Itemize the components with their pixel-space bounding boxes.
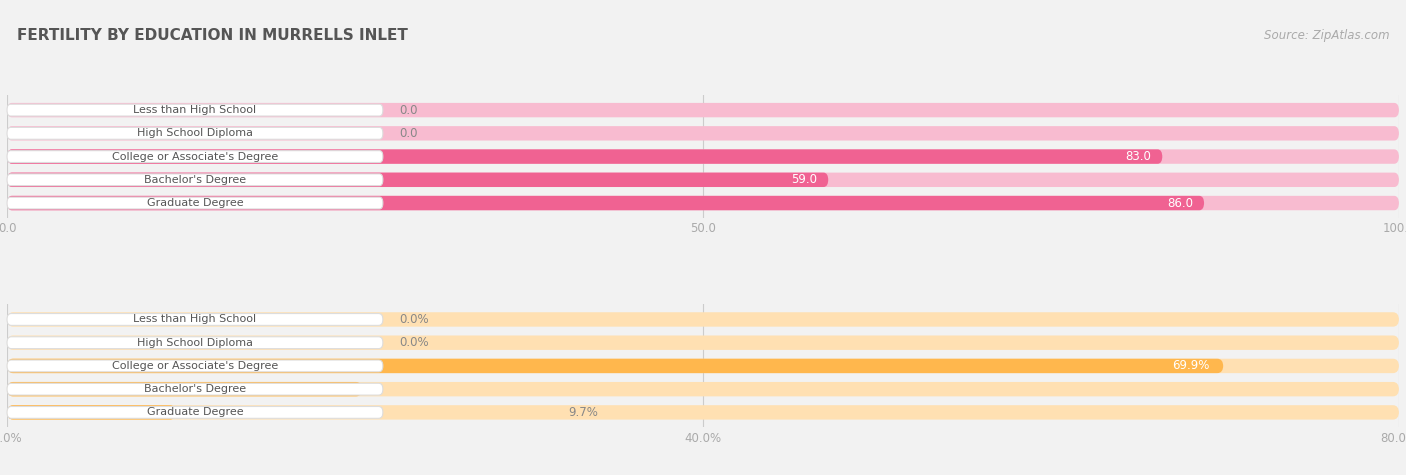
FancyBboxPatch shape [7, 196, 1204, 210]
FancyBboxPatch shape [7, 382, 361, 396]
Text: 0.0%: 0.0% [399, 336, 429, 349]
FancyBboxPatch shape [7, 382, 1399, 396]
Text: Graduate Degree: Graduate Degree [146, 198, 243, 208]
FancyBboxPatch shape [7, 337, 382, 349]
Text: High School Diploma: High School Diploma [136, 338, 253, 348]
FancyBboxPatch shape [7, 127, 382, 139]
Text: Less than High School: Less than High School [134, 314, 256, 324]
Text: Graduate Degree: Graduate Degree [146, 408, 243, 418]
FancyBboxPatch shape [7, 405, 176, 419]
FancyBboxPatch shape [7, 174, 382, 186]
FancyBboxPatch shape [7, 104, 382, 116]
FancyBboxPatch shape [7, 197, 382, 209]
FancyBboxPatch shape [7, 312, 1399, 327]
FancyBboxPatch shape [7, 103, 1399, 117]
FancyBboxPatch shape [7, 405, 1399, 419]
FancyBboxPatch shape [7, 407, 382, 418]
FancyBboxPatch shape [7, 172, 1399, 187]
FancyBboxPatch shape [7, 335, 1399, 350]
FancyBboxPatch shape [7, 196, 1399, 210]
FancyBboxPatch shape [7, 359, 1399, 373]
Text: 86.0: 86.0 [1167, 197, 1192, 209]
Text: College or Associate's Degree: College or Associate's Degree [112, 152, 278, 162]
FancyBboxPatch shape [7, 149, 1163, 164]
Text: High School Diploma: High School Diploma [136, 128, 253, 138]
FancyBboxPatch shape [7, 314, 382, 325]
FancyBboxPatch shape [7, 149, 1399, 164]
Text: Bachelor's Degree: Bachelor's Degree [143, 175, 246, 185]
FancyBboxPatch shape [7, 359, 1223, 373]
Text: 9.7%: 9.7% [568, 406, 598, 419]
Text: Less than High School: Less than High School [134, 105, 256, 115]
FancyBboxPatch shape [7, 151, 382, 162]
Text: 59.0: 59.0 [792, 173, 817, 186]
Text: Bachelor's Degree: Bachelor's Degree [143, 384, 246, 394]
Text: College or Associate's Degree: College or Associate's Degree [112, 361, 278, 371]
Text: FERTILITY BY EDUCATION IN MURRELLS INLET: FERTILITY BY EDUCATION IN MURRELLS INLET [17, 28, 408, 44]
Text: 0.0: 0.0 [399, 104, 418, 116]
FancyBboxPatch shape [7, 126, 1399, 141]
FancyBboxPatch shape [7, 383, 382, 395]
Text: 0.0%: 0.0% [399, 313, 429, 326]
FancyBboxPatch shape [7, 360, 382, 372]
Text: 83.0: 83.0 [1125, 150, 1152, 163]
Text: 69.9%: 69.9% [1173, 360, 1209, 372]
Text: Source: ZipAtlas.com: Source: ZipAtlas.com [1264, 28, 1389, 41]
Text: 20.4%: 20.4% [311, 383, 349, 396]
Text: 0.0: 0.0 [399, 127, 418, 140]
FancyBboxPatch shape [7, 172, 828, 187]
